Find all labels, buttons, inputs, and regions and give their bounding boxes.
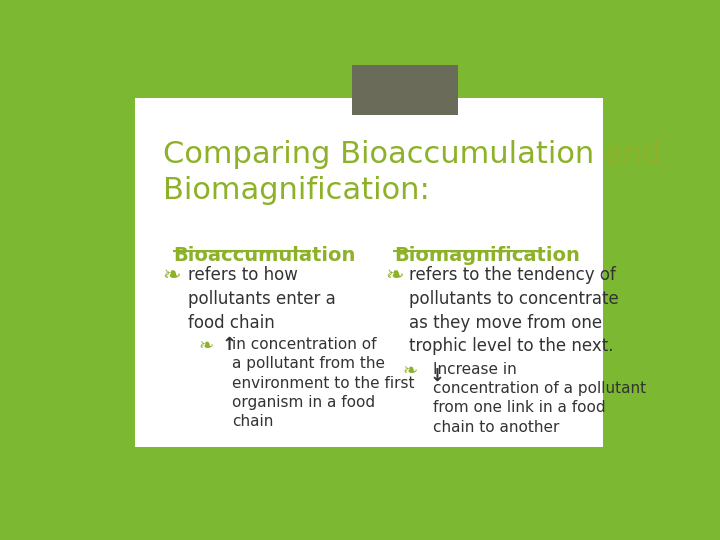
Text: ↑: ↑ xyxy=(221,336,236,354)
Text: Biomagnification: Biomagnification xyxy=(394,246,580,265)
FancyBboxPatch shape xyxy=(135,98,603,447)
Text: Bioaccumulation: Bioaccumulation xyxy=(174,246,356,265)
Text: refers to how
pollutants enter a
food chain: refers to how pollutants enter a food ch… xyxy=(188,266,336,332)
Text: ❧: ❧ xyxy=(402,362,418,380)
Text: Comparing Bioaccumulation and
Biomagnification:: Comparing Bioaccumulation and Biomagnifi… xyxy=(163,140,661,205)
Text: refers to the tendency of
pollutants to concentrate
as they move from one
trophi: refers to the tendency of pollutants to … xyxy=(409,266,619,355)
Text: ❧: ❧ xyxy=(199,337,214,355)
Text: ❧: ❧ xyxy=(163,266,181,286)
Text: in concentration of
a pollutant from the
environment to the first
organism in a : in concentration of a pollutant from the… xyxy=(233,337,415,429)
Text: ❧: ❧ xyxy=(386,266,405,286)
FancyBboxPatch shape xyxy=(352,65,458,114)
Text: Increase in
concentration of a pollutant
from one link in a food
chain to anothe: Increase in concentration of a pollutant… xyxy=(433,362,647,435)
Text: ↑: ↑ xyxy=(423,362,438,380)
